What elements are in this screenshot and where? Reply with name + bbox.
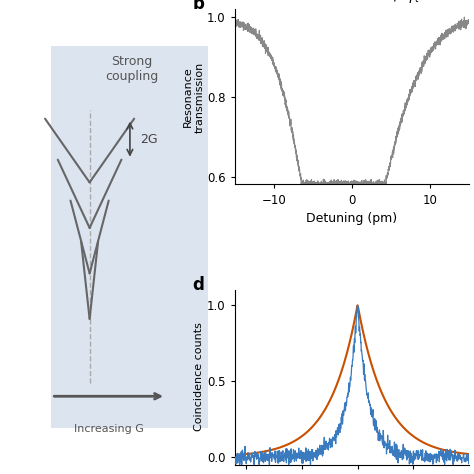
Text: 2G: 2G bbox=[140, 133, 158, 146]
Text: d: d bbox=[192, 275, 204, 293]
Y-axis label: Coincidence counts: Coincidence counts bbox=[194, 323, 204, 431]
Y-axis label: Resonance
transmission: Resonance transmission bbox=[183, 61, 204, 133]
Text: b: b bbox=[192, 0, 204, 13]
Text: $G/2\gamma_t = 0.7$: $G/2\gamma_t = 0.7$ bbox=[383, 0, 457, 5]
Text: Increasing G: Increasing G bbox=[74, 424, 144, 434]
Bar bbox=[51, 46, 209, 428]
X-axis label: Detuning (pm): Detuning (pm) bbox=[307, 212, 398, 225]
Text: Strong
coupling: Strong coupling bbox=[105, 55, 159, 83]
